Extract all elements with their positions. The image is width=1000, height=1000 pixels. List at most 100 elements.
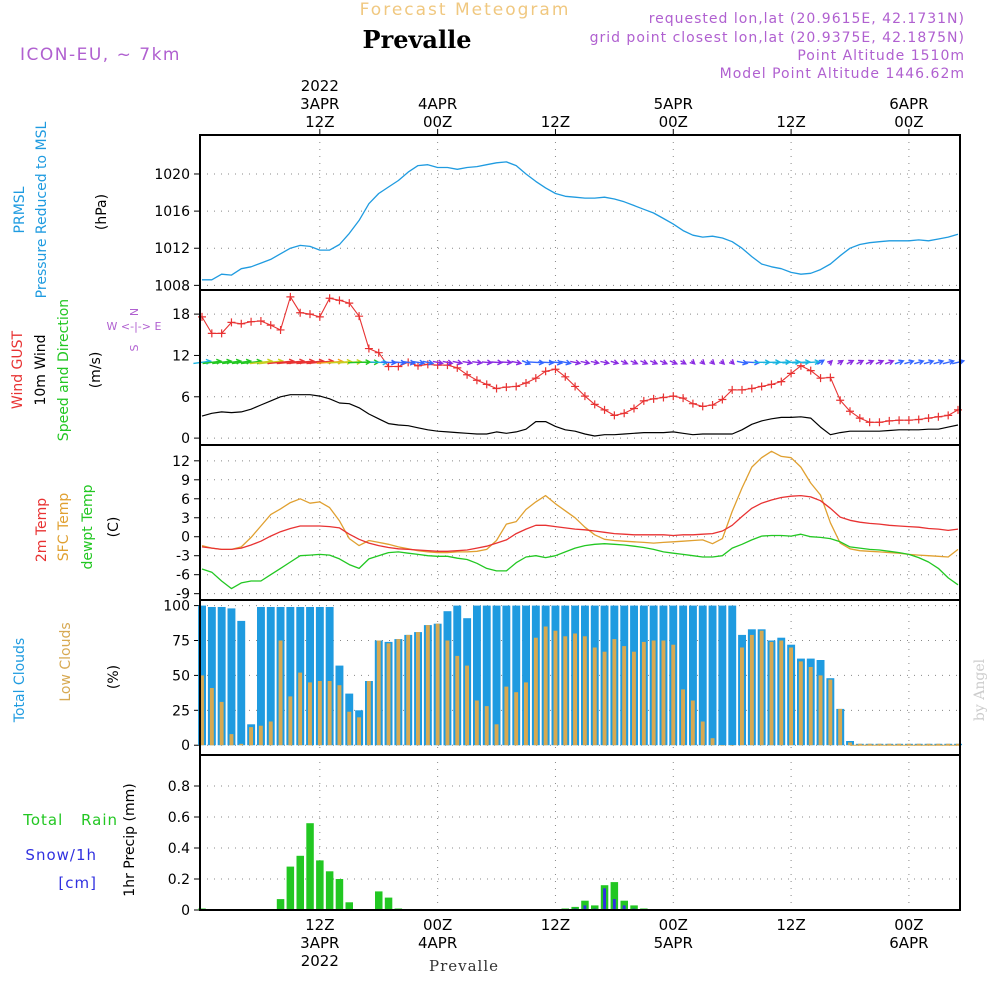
low-cloud-bar bbox=[651, 640, 656, 746]
wind-arrow bbox=[719, 358, 726, 366]
wind-panel: Wind GUST 10m Wind Speed and Direction (… bbox=[10, 299, 161, 441]
low-cloud-bar bbox=[524, 682, 528, 746]
rain-bar bbox=[325, 871, 334, 911]
low-cloud-bar bbox=[258, 725, 263, 746]
time-label-bottom: 00Z bbox=[423, 916, 452, 934]
gust-point bbox=[237, 319, 246, 328]
total-cloud-bar bbox=[257, 607, 265, 746]
time-label-bottom: 3APR bbox=[300, 934, 339, 952]
low-cloud-bar bbox=[514, 692, 519, 746]
low-cloud-bar bbox=[661, 640, 666, 746]
low-cloud-bar bbox=[906, 743, 911, 746]
temp-tick-label: 6 bbox=[181, 492, 190, 508]
total-cloud-bar bbox=[718, 605, 727, 746]
temp-tick-label: -9 bbox=[176, 587, 190, 603]
gust-point bbox=[620, 409, 629, 418]
wind-label-speed-dir: Speed and Direction bbox=[56, 299, 72, 441]
precip-bars bbox=[198, 823, 648, 911]
temp-2m-line bbox=[201, 494, 959, 552]
wind-arrow bbox=[570, 359, 582, 366]
wind-arrow bbox=[952, 358, 966, 365]
gust-markers bbox=[198, 292, 962, 427]
gust-point bbox=[580, 392, 589, 401]
gust-point bbox=[649, 394, 658, 403]
gust-point bbox=[806, 366, 815, 375]
total-cloud-bar bbox=[306, 607, 314, 746]
clouds-unit: (%) bbox=[106, 665, 122, 689]
low-cloud-bar bbox=[416, 632, 420, 746]
total-cloud-bar bbox=[325, 607, 334, 746]
rain-bar bbox=[384, 897, 393, 910]
low-cloud-bar bbox=[749, 634, 754, 746]
low-cloud-bar bbox=[219, 701, 224, 746]
total-cloud-bar bbox=[679, 605, 688, 746]
gust-point bbox=[659, 393, 668, 402]
precip-unit: 1hr Precip (mm) bbox=[122, 783, 138, 896]
wind-arrow bbox=[669, 359, 679, 365]
rain-bar bbox=[276, 899, 285, 910]
gust-point bbox=[895, 416, 904, 425]
requested-coords: requested lon,lat (20.9615E, 42.1731N) bbox=[649, 11, 965, 27]
wind-arrow bbox=[709, 358, 716, 366]
gust-point bbox=[463, 370, 472, 379]
clouds-tick-label: 75 bbox=[172, 633, 190, 649]
wind-arrows bbox=[193, 358, 966, 366]
location-title: Prevalle bbox=[363, 25, 472, 54]
wind-arrow bbox=[884, 359, 895, 366]
time-label-bottom: 6APR bbox=[889, 934, 928, 952]
wind-arrow bbox=[865, 359, 875, 366]
rain-bar bbox=[571, 906, 579, 910]
forecast-meteogram-title: Forecast Meteogram bbox=[360, 0, 571, 20]
precip-panel: Total Rain Snow/1h [cm] 1hr Precip (mm) bbox=[22, 783, 138, 896]
low-cloud-bar bbox=[700, 721, 705, 746]
clouds-tick-label: 25 bbox=[172, 703, 190, 719]
wind-arrow bbox=[462, 359, 474, 366]
low-cloud-bar bbox=[317, 681, 322, 746]
gust-point bbox=[227, 318, 236, 327]
wind-arrow bbox=[942, 359, 956, 365]
gust-point bbox=[296, 308, 305, 317]
low-cloud-bar bbox=[543, 626, 548, 746]
footer-location: Prevalle bbox=[429, 957, 499, 975]
gust-point bbox=[600, 405, 609, 414]
gust-point bbox=[728, 385, 737, 394]
gust-point bbox=[855, 414, 864, 423]
wind-arrow bbox=[600, 359, 611, 366]
gust-point bbox=[875, 418, 884, 427]
compass-s: S bbox=[128, 344, 141, 351]
low-cloud-bar bbox=[857, 743, 862, 746]
low-cloud-bar bbox=[239, 743, 244, 746]
low-cloud-bar bbox=[553, 630, 558, 746]
rain-bar bbox=[335, 879, 344, 910]
wind-unit: (m/s) bbox=[88, 352, 104, 389]
wind-arrow bbox=[559, 359, 572, 366]
wind-arrow bbox=[914, 359, 925, 366]
gust-point bbox=[944, 411, 953, 420]
time-label-bottom: 2022 bbox=[301, 952, 339, 970]
wind-arrow bbox=[816, 359, 826, 366]
gust-point bbox=[502, 383, 511, 392]
wind-arrow bbox=[590, 359, 601, 366]
gridpoint-coords: grid point closest lon,lat (20.9375E, 42… bbox=[590, 30, 965, 46]
low-cloud-bar bbox=[848, 742, 852, 746]
gust-point bbox=[767, 380, 776, 389]
watermark: by Angel bbox=[972, 658, 988, 721]
time-label-bottom: 12Z bbox=[541, 916, 570, 934]
rain-bar bbox=[345, 902, 353, 911]
temp-tick-label: 3 bbox=[181, 511, 190, 527]
low-cloud-bar bbox=[278, 640, 283, 746]
precip-tick-label: 0.4 bbox=[168, 841, 190, 857]
precip-tick-label: 0.2 bbox=[168, 872, 190, 888]
clouds-tick-label: 100 bbox=[163, 599, 190, 615]
low-cloud-bar bbox=[268, 721, 273, 746]
low-cloud-bar bbox=[681, 689, 685, 746]
precip-label-rain: Total Rain bbox=[22, 811, 118, 829]
model-name: ICON-EU, ~ 7km bbox=[20, 45, 181, 65]
wind-arrow bbox=[521, 359, 532, 366]
low-cloud-bar bbox=[867, 743, 872, 746]
clouds-label-total: Total Clouds bbox=[12, 638, 28, 723]
low-cloud-bar bbox=[435, 623, 440, 746]
time-label-top: 12Z bbox=[776, 113, 805, 131]
total-cloud-bar bbox=[492, 605, 501, 746]
